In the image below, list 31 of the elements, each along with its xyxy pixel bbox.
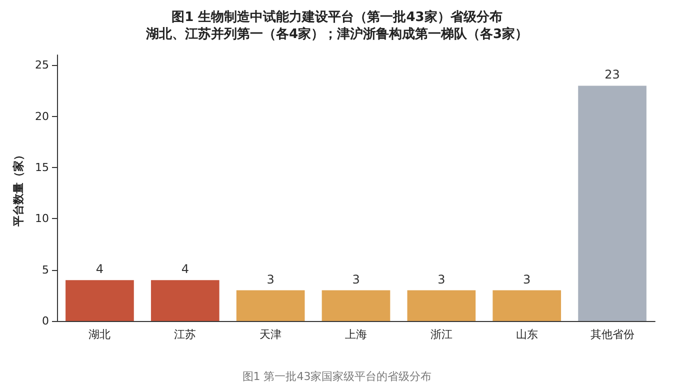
data-label: 23 <box>604 68 620 82</box>
y-tick-label: 20 <box>35 110 49 123</box>
y-tick-label: 5 <box>42 263 49 276</box>
chart-subtitle: 湖北、江苏并列第一（各4家）；津沪浙鲁构成第一梯队（各3家） <box>144 26 528 42</box>
bar <box>492 290 562 321</box>
data-label: 4 <box>181 262 189 276</box>
data-label: 3 <box>438 272 446 286</box>
x-tick-label: 浙江 <box>430 328 452 341</box>
y-tick-label: 0 <box>42 314 49 328</box>
y-axis-title: 平台数量（家） <box>12 150 26 228</box>
x-tick-label: 上海 <box>345 328 367 341</box>
data-label: 4 <box>96 262 104 276</box>
bar <box>578 86 646 321</box>
bar <box>407 290 476 321</box>
data-label: 3 <box>266 272 274 286</box>
bar <box>66 280 134 321</box>
caption: 图1 第一批43家国家级平台的省级分布 <box>242 370 432 383</box>
x-tick-label: 江苏 <box>174 328 196 341</box>
data-label: 3 <box>352 272 360 286</box>
bar <box>322 290 390 321</box>
y-tick-label: 25 <box>35 58 49 72</box>
bar <box>236 290 305 321</box>
data-label: 3 <box>523 272 531 286</box>
y-tick-label: 10 <box>35 212 49 226</box>
chart-title: 图1 生物制造中试能力建设平台（第一批43家）省级分布 <box>172 9 502 25</box>
x-tick-label: 山东 <box>516 328 538 341</box>
x-tick-label: 湖北 <box>88 328 111 341</box>
y-tick-label: 15 <box>35 161 49 174</box>
x-tick-label: 其他省份 <box>590 328 634 341</box>
x-tick-label: 天津 <box>260 328 282 341</box>
bar <box>150 280 220 321</box>
